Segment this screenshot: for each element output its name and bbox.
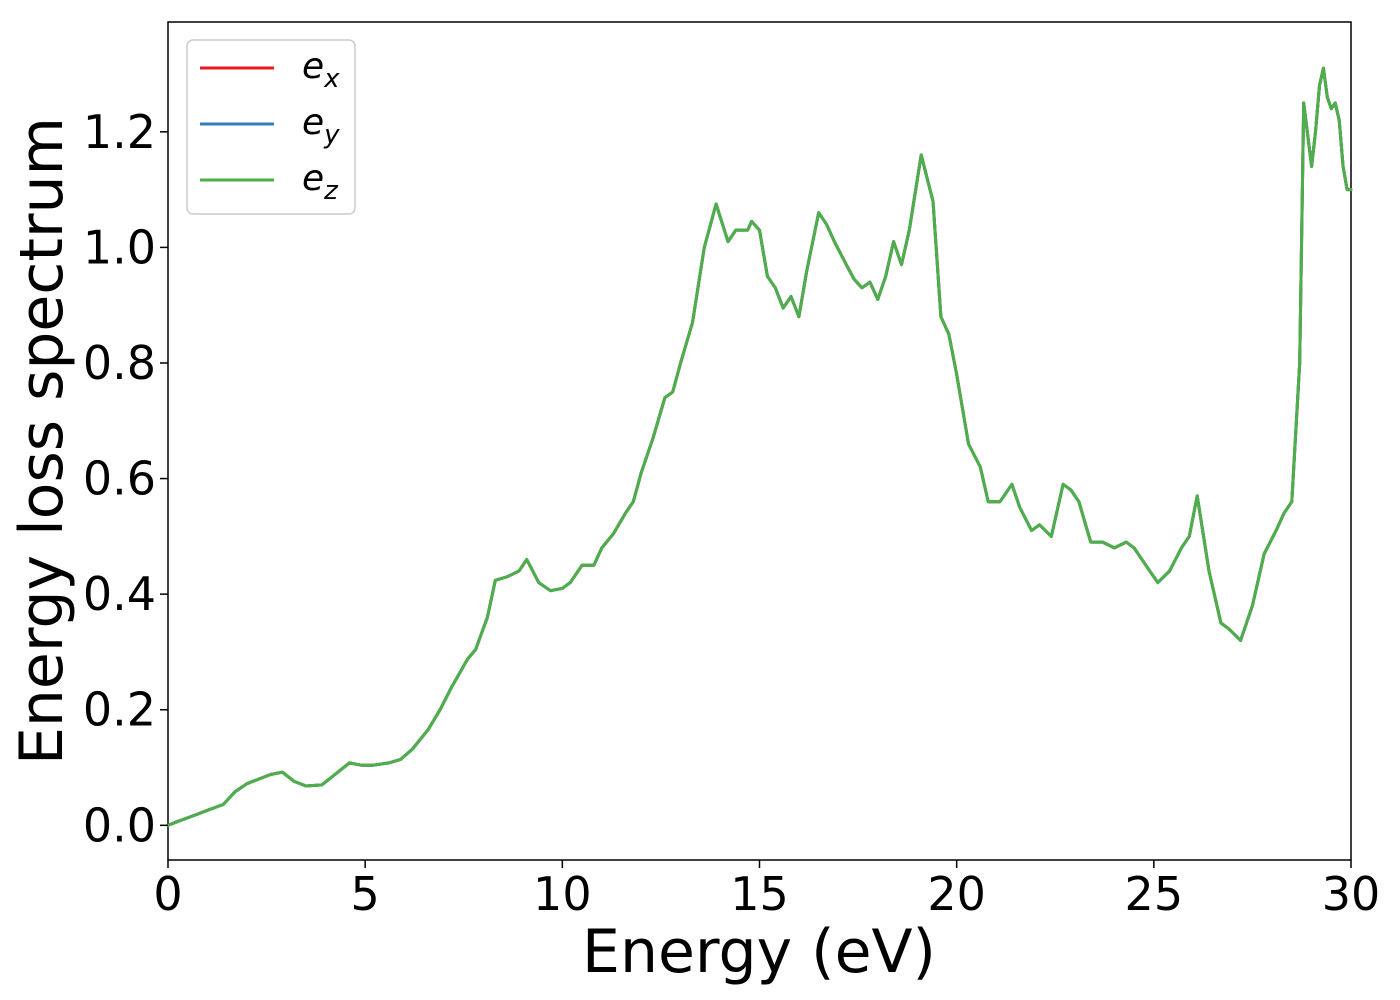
plot-area [166,21,1353,861]
x-tick-label: 0 [153,867,182,921]
x-axis-title: Energy (eV) [582,917,936,987]
x-axis: 0 5 10 15 20 25 30 [153,860,1380,921]
legend: ex ey ez [186,39,356,215]
y-axis: 0.0 0.2 0.4 0.6 0.8 1.0 1.2 [83,105,168,852]
y-axis-title: Energy loss spectrum [7,117,77,765]
y-tick-label: 0.2 [83,683,156,737]
plot-frame [167,21,1352,861]
y-tick-label: 1.0 [83,220,156,274]
series-line-e-z [166,66,1353,827]
legend-label-e-y: ey [302,102,340,150]
x-tick-label: 20 [927,867,986,921]
x-tick-label: 25 [1125,867,1184,921]
x-tick-label: 5 [351,867,380,921]
y-tick-label: 1.2 [83,105,156,159]
legend-label-e-z: ez [302,158,339,206]
legend-box [186,39,356,215]
series-layer [166,66,1353,827]
legend-label-e-x: ex [302,46,340,94]
x-tick-label: 30 [1322,867,1381,921]
y-tick-label: 0.6 [83,452,156,506]
y-tick-label: 0.0 [83,798,156,852]
x-tick-label: 10 [533,867,592,921]
y-tick-label: 0.8 [83,336,156,390]
x-tick-label: 15 [730,867,789,921]
y-tick-label: 0.4 [83,567,156,621]
